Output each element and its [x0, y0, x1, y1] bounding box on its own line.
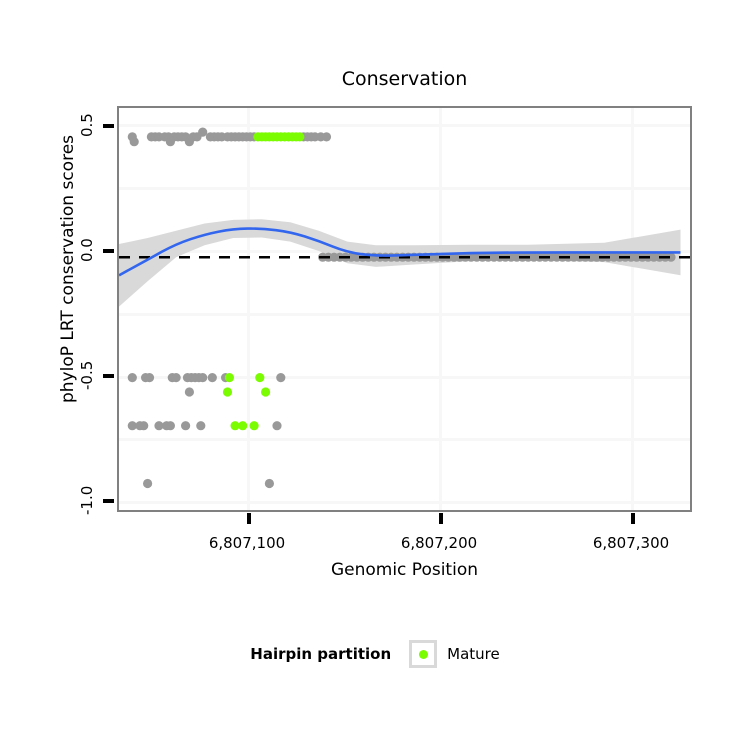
gridline-horizontal-4: [119, 376, 690, 379]
scatter-point: [222, 387, 233, 397]
gridline-horizontal-0: [119, 124, 690, 127]
x-tick-mark-0: [247, 513, 251, 524]
scatter-point: [139, 421, 149, 431]
scatter-point: [272, 421, 282, 431]
loess-smooth-line: [119, 227, 681, 277]
y-tick-label-1: 0.0: [78, 238, 96, 262]
scatter-point: [196, 421, 206, 431]
scatter-point: [165, 421, 175, 431]
confidence-band: [119, 219, 681, 307]
scatter-points-mature: [222, 132, 305, 431]
scatter-point: [230, 421, 240, 431]
plot-drawing-area: [119, 127, 690, 489]
x-tick-label-1: 6,807,200: [400, 534, 478, 552]
x-tick-mark-2: [631, 513, 635, 524]
y-tick-mark-2: [103, 374, 114, 378]
scatter-points-other: [127, 127, 676, 489]
plot-panel: [117, 106, 692, 512]
scatter-point: [127, 421, 137, 431]
legend-key-mature[interactable]: [409, 640, 438, 668]
scatter-point: [154, 421, 164, 431]
y-tick-mark-1: [103, 249, 114, 253]
gridline-horizontal-6: [119, 501, 690, 504]
scatter-point: [127, 373, 137, 383]
scatter-point: [224, 373, 234, 383]
y-tick-label-0: 0.5: [78, 113, 96, 137]
y-tick-mark-0: [103, 124, 114, 128]
scatter-point: [238, 421, 248, 431]
x-axis-label: Genomic Position: [330, 560, 479, 580]
x-tick-label-0: 6,807,100: [208, 534, 286, 552]
scatter-point: [666, 252, 676, 262]
y-axis-label: phyloP LRT conservation scores: [58, 134, 78, 404]
y-tick-label-3: -1.0: [78, 485, 96, 515]
gridline-horizontal-1: [119, 187, 690, 190]
scatter-point: [198, 127, 208, 137]
scatter-point: [129, 137, 139, 147]
scatter-point: [181, 421, 191, 431]
scatter-point: [249, 421, 259, 431]
scatter-point: [143, 478, 153, 489]
y-tick-mark-3: [103, 499, 114, 503]
scatter-point: [261, 387, 271, 397]
scatter-point: [276, 373, 286, 383]
page-title: Conservation: [341, 68, 468, 90]
scatter-point: [198, 373, 208, 383]
legend-label-mature: Mature: [447, 645, 500, 663]
scatter-point: [255, 373, 265, 383]
gridline-horizontal-5: [119, 438, 690, 441]
x-tick-mark-1: [439, 513, 443, 524]
scatter-point: [264, 478, 274, 489]
legend: Hairpin partition Mature: [0, 640, 750, 668]
x-tick-label-2: 6,807,300: [592, 534, 670, 552]
scatter-point: [207, 373, 217, 383]
gridline-horizontal-3: [119, 313, 690, 316]
scatter-point: [321, 132, 332, 142]
y-tick-label-2: -0.5: [78, 360, 96, 390]
gridline-vertical-1: [439, 108, 442, 510]
scatter-point: [171, 373, 181, 383]
gridline-vertical-0: [247, 108, 250, 510]
gridline-vertical-2: [631, 108, 634, 510]
legend-title: Hairpin partition: [250, 645, 392, 663]
scatter-point: [295, 132, 305, 142]
scatter-point: [184, 387, 194, 397]
legend-dot-icon: [418, 649, 428, 659]
scatter-point: [144, 373, 155, 383]
